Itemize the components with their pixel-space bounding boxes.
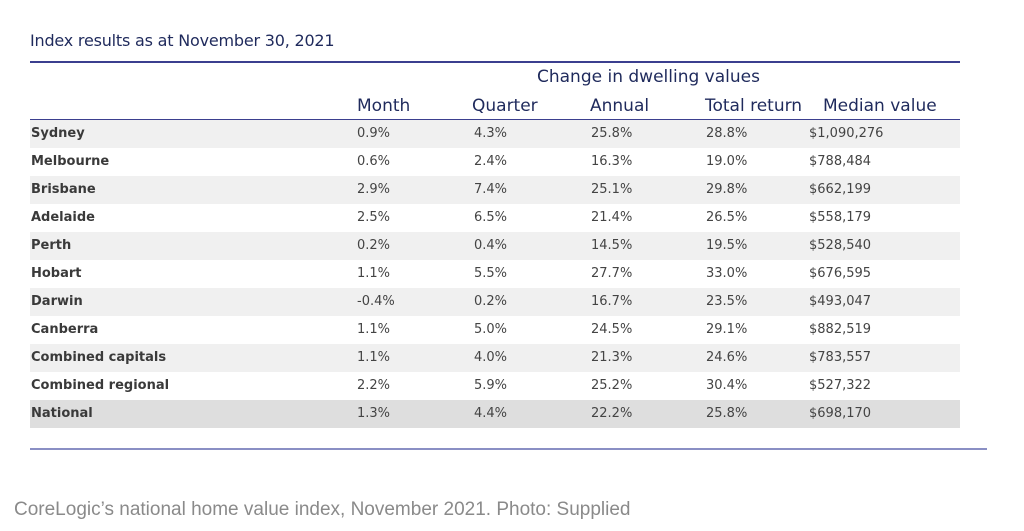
cell-median-value: $783,557 xyxy=(809,350,872,365)
bottom-rule xyxy=(30,448,987,450)
cell-annual: 25.8% xyxy=(591,126,633,141)
cell-region: Melbourne xyxy=(31,154,110,169)
cell-median-value: $493,047 xyxy=(809,294,872,309)
cell-median-value: $558,179 xyxy=(809,210,872,225)
cell-region: Combined capitals xyxy=(31,350,167,365)
cell-median-value: $882,519 xyxy=(809,322,872,337)
column-header-median-value: Median value xyxy=(823,96,937,116)
cell-quarter: 5.5% xyxy=(474,266,508,281)
cell-quarter: 4.4% xyxy=(474,406,508,421)
cell-total-return: 29.1% xyxy=(706,322,748,337)
cell-median-value: $527,322 xyxy=(809,378,872,393)
cell-annual: 21.4% xyxy=(591,210,633,225)
table-title: Index results as at November 30, 2021 xyxy=(30,31,335,50)
cell-month: 2.5% xyxy=(357,210,391,225)
cell-region: National xyxy=(31,406,93,421)
cell-median-value: $1,090,276 xyxy=(809,126,884,141)
table-row: Canberra 1.1% 5.0% 24.5% 29.1% $882,519 xyxy=(30,316,960,344)
cell-region: Perth xyxy=(31,238,72,253)
cell-region: Sydney xyxy=(31,126,85,141)
cell-total-return: 26.5% xyxy=(706,210,748,225)
cell-quarter: 6.5% xyxy=(474,210,508,225)
table-row: Darwin -0.4% 0.2% 16.7% 23.5% $493,047 xyxy=(30,288,960,316)
cell-annual: 16.3% xyxy=(591,154,633,169)
cell-median-value: $698,170 xyxy=(809,406,872,421)
cell-region: Hobart xyxy=(31,266,82,281)
table-row: Perth 0.2% 0.4% 14.5% 19.5% $528,540 xyxy=(30,232,960,260)
cell-month: 1.1% xyxy=(357,350,391,365)
header-rule xyxy=(30,119,960,120)
cell-annual: 14.5% xyxy=(591,238,633,253)
column-header-quarter: Quarter xyxy=(472,96,538,116)
cell-quarter: 4.3% xyxy=(474,126,508,141)
cell-annual: 27.7% xyxy=(591,266,633,281)
cell-region: Combined regional xyxy=(31,378,170,393)
cell-month: 0.6% xyxy=(357,154,391,169)
cell-month: 1.1% xyxy=(357,266,391,281)
cell-month: 1.1% xyxy=(357,322,391,337)
cell-quarter: 7.4% xyxy=(474,182,508,197)
data-table: Sydney 0.9% 4.3% 25.8% 28.8% $1,090,276 Melbou… xyxy=(30,120,960,428)
cell-month: 2.9% xyxy=(357,182,391,197)
cell-median-value: $662,199 xyxy=(809,182,872,197)
cell-region: Brisbane xyxy=(31,182,96,197)
cell-total-return: 24.6% xyxy=(706,350,748,365)
cell-month: 1.3% xyxy=(357,406,391,421)
cell-total-return: 19.0% xyxy=(706,154,748,169)
cell-total-return: 29.8% xyxy=(706,182,748,197)
cell-total-return: 23.5% xyxy=(706,294,748,309)
top-rule xyxy=(30,61,960,63)
cell-month: 0.2% xyxy=(357,238,391,253)
cell-region: Canberra xyxy=(31,322,99,337)
table-row: Melbourne 0.6% 2.4% 16.3% 19.0% $788,484 xyxy=(30,148,960,176)
cell-month: 0.9% xyxy=(357,126,391,141)
cell-total-return: 30.4% xyxy=(706,378,748,393)
table-row: National 1.3% 4.4% 22.2% 25.8% $698,170 xyxy=(30,400,960,428)
cell-annual: 25.2% xyxy=(591,378,633,393)
cell-total-return: 33.0% xyxy=(706,266,748,281)
cell-annual: 22.2% xyxy=(591,406,633,421)
photo-caption: CoreLogic’s national home value index, N… xyxy=(14,499,631,520)
cell-total-return: 28.8% xyxy=(706,126,748,141)
cell-median-value: $676,595 xyxy=(809,266,872,281)
cell-median-value: $528,540 xyxy=(809,238,872,253)
cell-annual: 21.3% xyxy=(591,350,633,365)
column-header-total-return: Total return xyxy=(705,96,803,116)
cell-total-return: 25.8% xyxy=(706,406,748,421)
column-header-annual: Annual xyxy=(590,96,650,116)
cell-annual: 16.7% xyxy=(591,294,633,309)
cell-quarter: 2.4% xyxy=(474,154,508,169)
table-row: Combined capitals 1.1% 4.0% 21.3% 24.6% $783,… xyxy=(30,344,960,372)
cell-quarter: 5.0% xyxy=(474,322,508,337)
table-row: Brisbane 2.9% 7.4% 25.1% 29.8% $662,199 xyxy=(30,176,960,204)
cell-total-return: 19.5% xyxy=(706,238,748,253)
cell-month: -0.4% xyxy=(357,294,395,309)
cell-quarter: 0.4% xyxy=(474,238,508,253)
column-header-month: Month xyxy=(357,96,411,116)
cell-region: Adelaide xyxy=(31,210,95,225)
table-row: Sydney 0.9% 4.3% 25.8% 28.8% $1,090,276 xyxy=(30,120,960,148)
table-row: Adelaide 2.5% 6.5% 21.4% 26.5% $558,179 xyxy=(30,204,960,232)
table-row: Hobart 1.1% 5.5% 27.7% 33.0% $676,595 xyxy=(30,260,960,288)
cell-quarter: 4.0% xyxy=(474,350,508,365)
cell-month: 2.2% xyxy=(357,378,391,393)
cell-annual: 24.5% xyxy=(591,322,633,337)
cell-annual: 25.1% xyxy=(591,182,633,197)
cell-median-value: $788,484 xyxy=(809,154,872,169)
cell-quarter: 0.2% xyxy=(474,294,508,309)
cell-quarter: 5.9% xyxy=(474,378,508,393)
group-header: Change in dwelling values xyxy=(537,67,760,87)
cell-region: Darwin xyxy=(31,294,83,309)
table-row: Combined regional 2.2% 5.9% 25.2% 30.4% $527,… xyxy=(30,372,960,400)
